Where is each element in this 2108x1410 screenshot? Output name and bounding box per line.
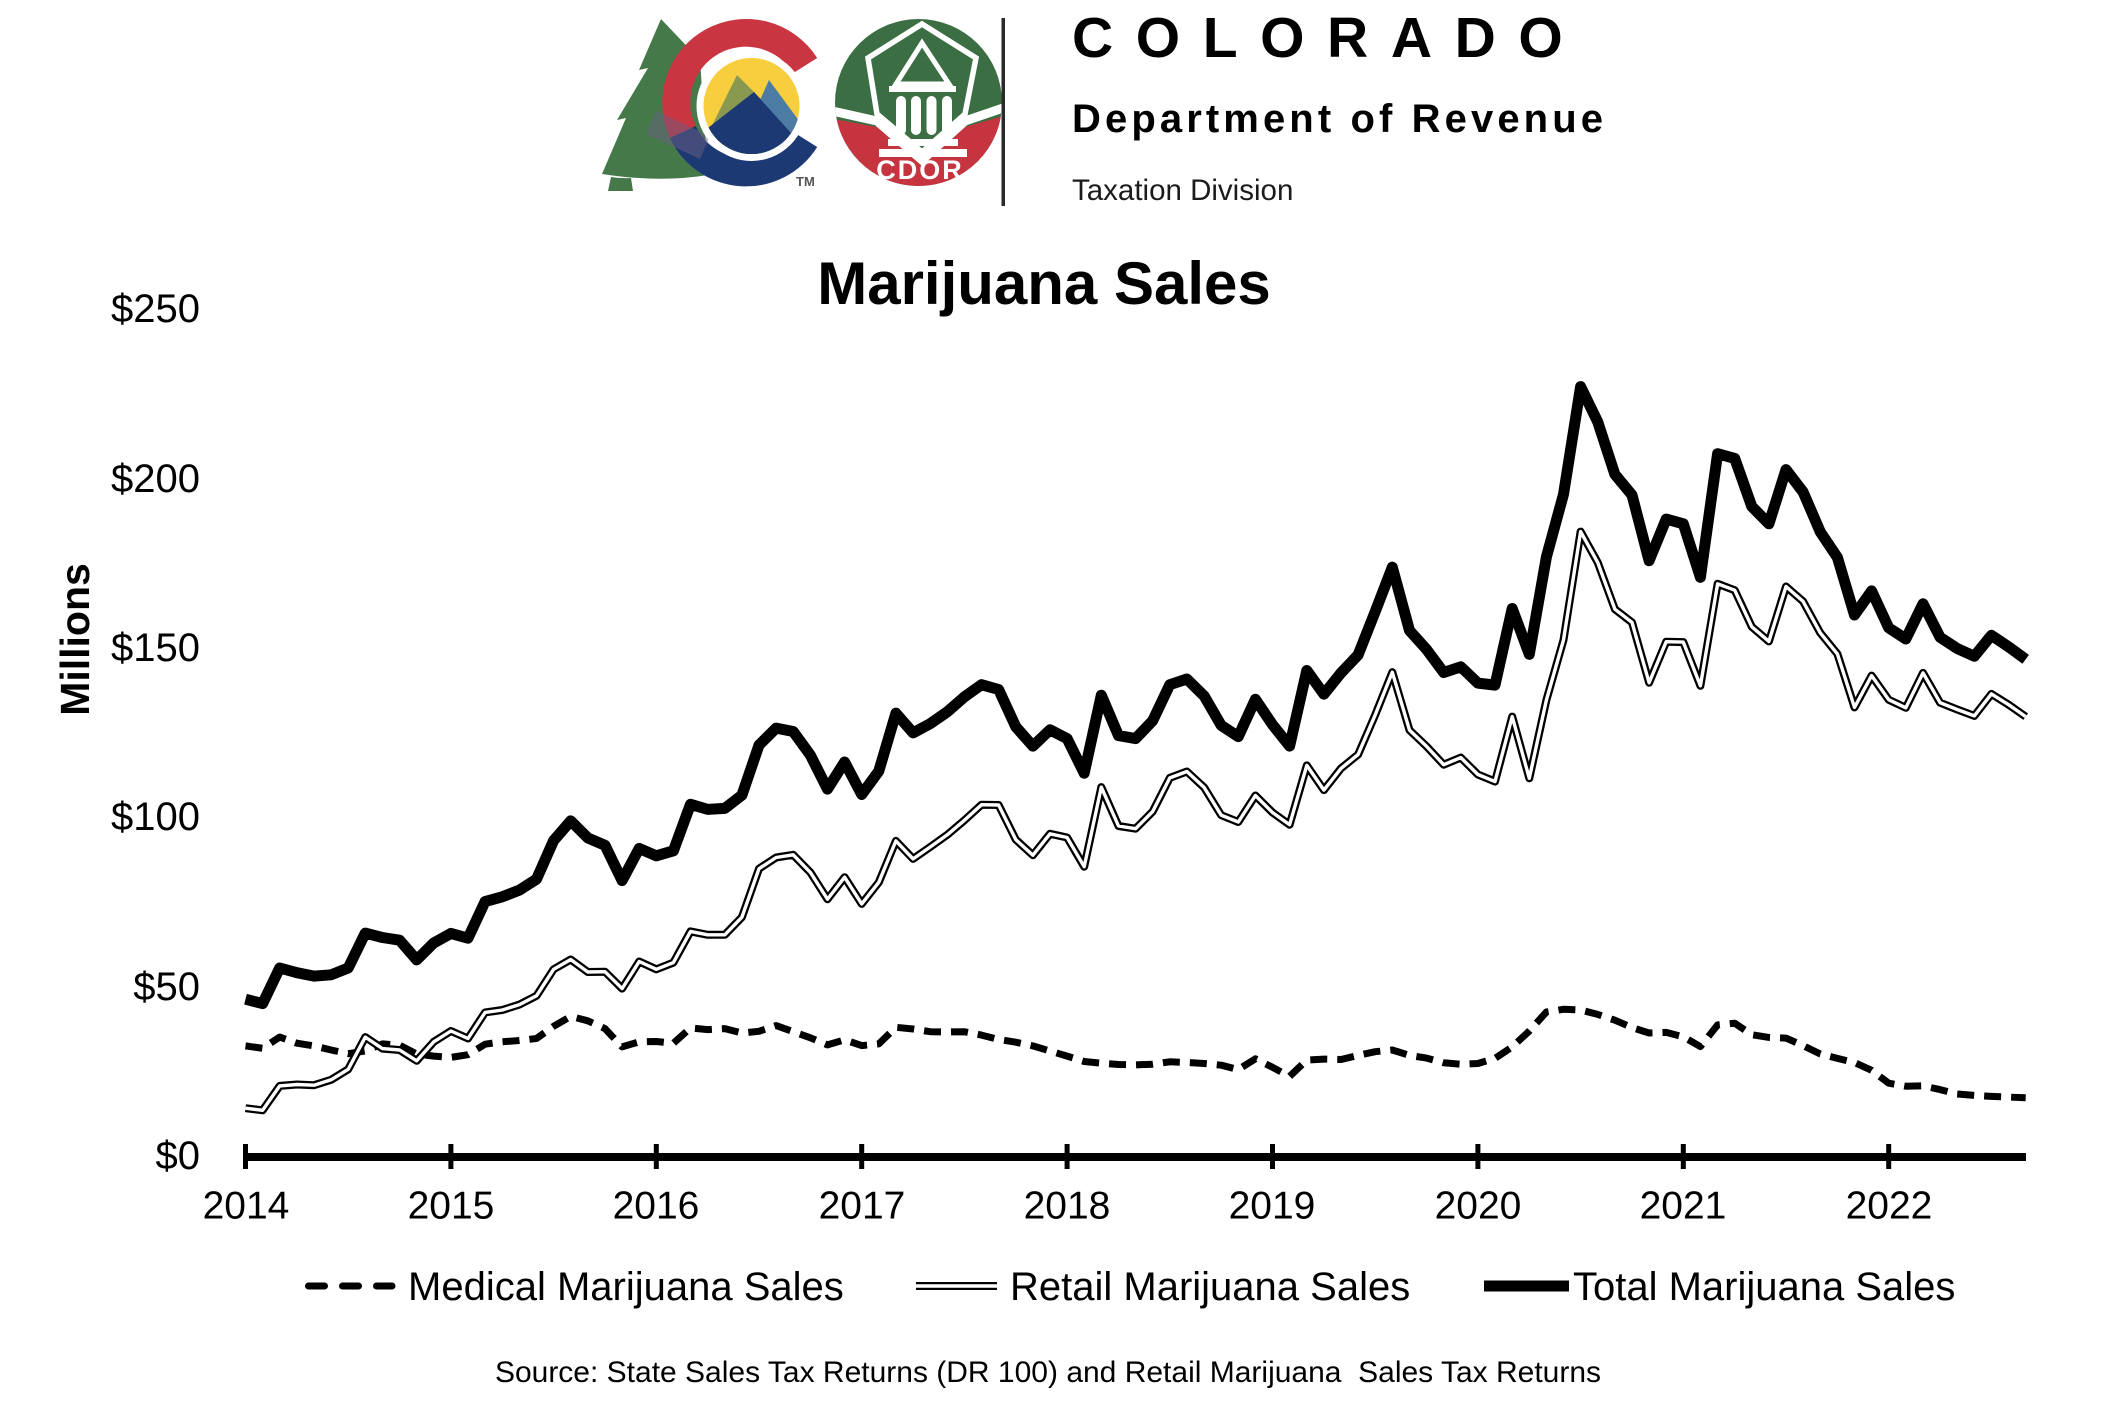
svg-text:2018: 2018 bbox=[1024, 1185, 1111, 1228]
svg-text:2014: 2014 bbox=[203, 1185, 290, 1228]
svg-text:$250: $250 bbox=[111, 287, 200, 331]
svg-text:$200: $200 bbox=[111, 457, 200, 501]
svg-text:2017: 2017 bbox=[819, 1185, 906, 1228]
svg-text:$0: $0 bbox=[156, 1134, 201, 1178]
svg-text:2016: 2016 bbox=[613, 1185, 700, 1228]
svg-text:2020: 2020 bbox=[1435, 1185, 1522, 1228]
svg-text:Retail Marijuana Sales: Retail Marijuana Sales bbox=[1010, 1265, 1410, 1309]
svg-text:Department of Revenue: Department of Revenue bbox=[1072, 97, 1607, 141]
svg-text:Total Marijuana Sales: Total Marijuana Sales bbox=[1573, 1265, 1955, 1309]
svg-text:2022: 2022 bbox=[1846, 1185, 1933, 1228]
svg-text:2015: 2015 bbox=[408, 1185, 495, 1228]
svg-text:$50: $50 bbox=[133, 965, 200, 1009]
svg-text:Medical Marijuana Sales: Medical Marijuana Sales bbox=[408, 1265, 844, 1309]
svg-text:Taxation Division: Taxation Division bbox=[1072, 174, 1293, 207]
svg-text:TM: TM bbox=[796, 174, 815, 189]
svg-text:2019: 2019 bbox=[1229, 1185, 1316, 1228]
svg-text:CDOR: CDOR bbox=[876, 155, 964, 185]
svg-text:2021: 2021 bbox=[1640, 1185, 1727, 1228]
svg-text:COLORADO: COLORADO bbox=[1072, 6, 1585, 70]
svg-text:$150: $150 bbox=[111, 626, 200, 670]
svg-text:Source: State Sales Tax Return: Source: State Sales Tax Returns (DR 100)… bbox=[495, 1356, 1601, 1389]
svg-text:Marijuana Sales: Marijuana Sales bbox=[817, 250, 1271, 317]
svg-text:$100: $100 bbox=[111, 795, 200, 839]
svg-text:Millions: Millions bbox=[52, 563, 98, 716]
